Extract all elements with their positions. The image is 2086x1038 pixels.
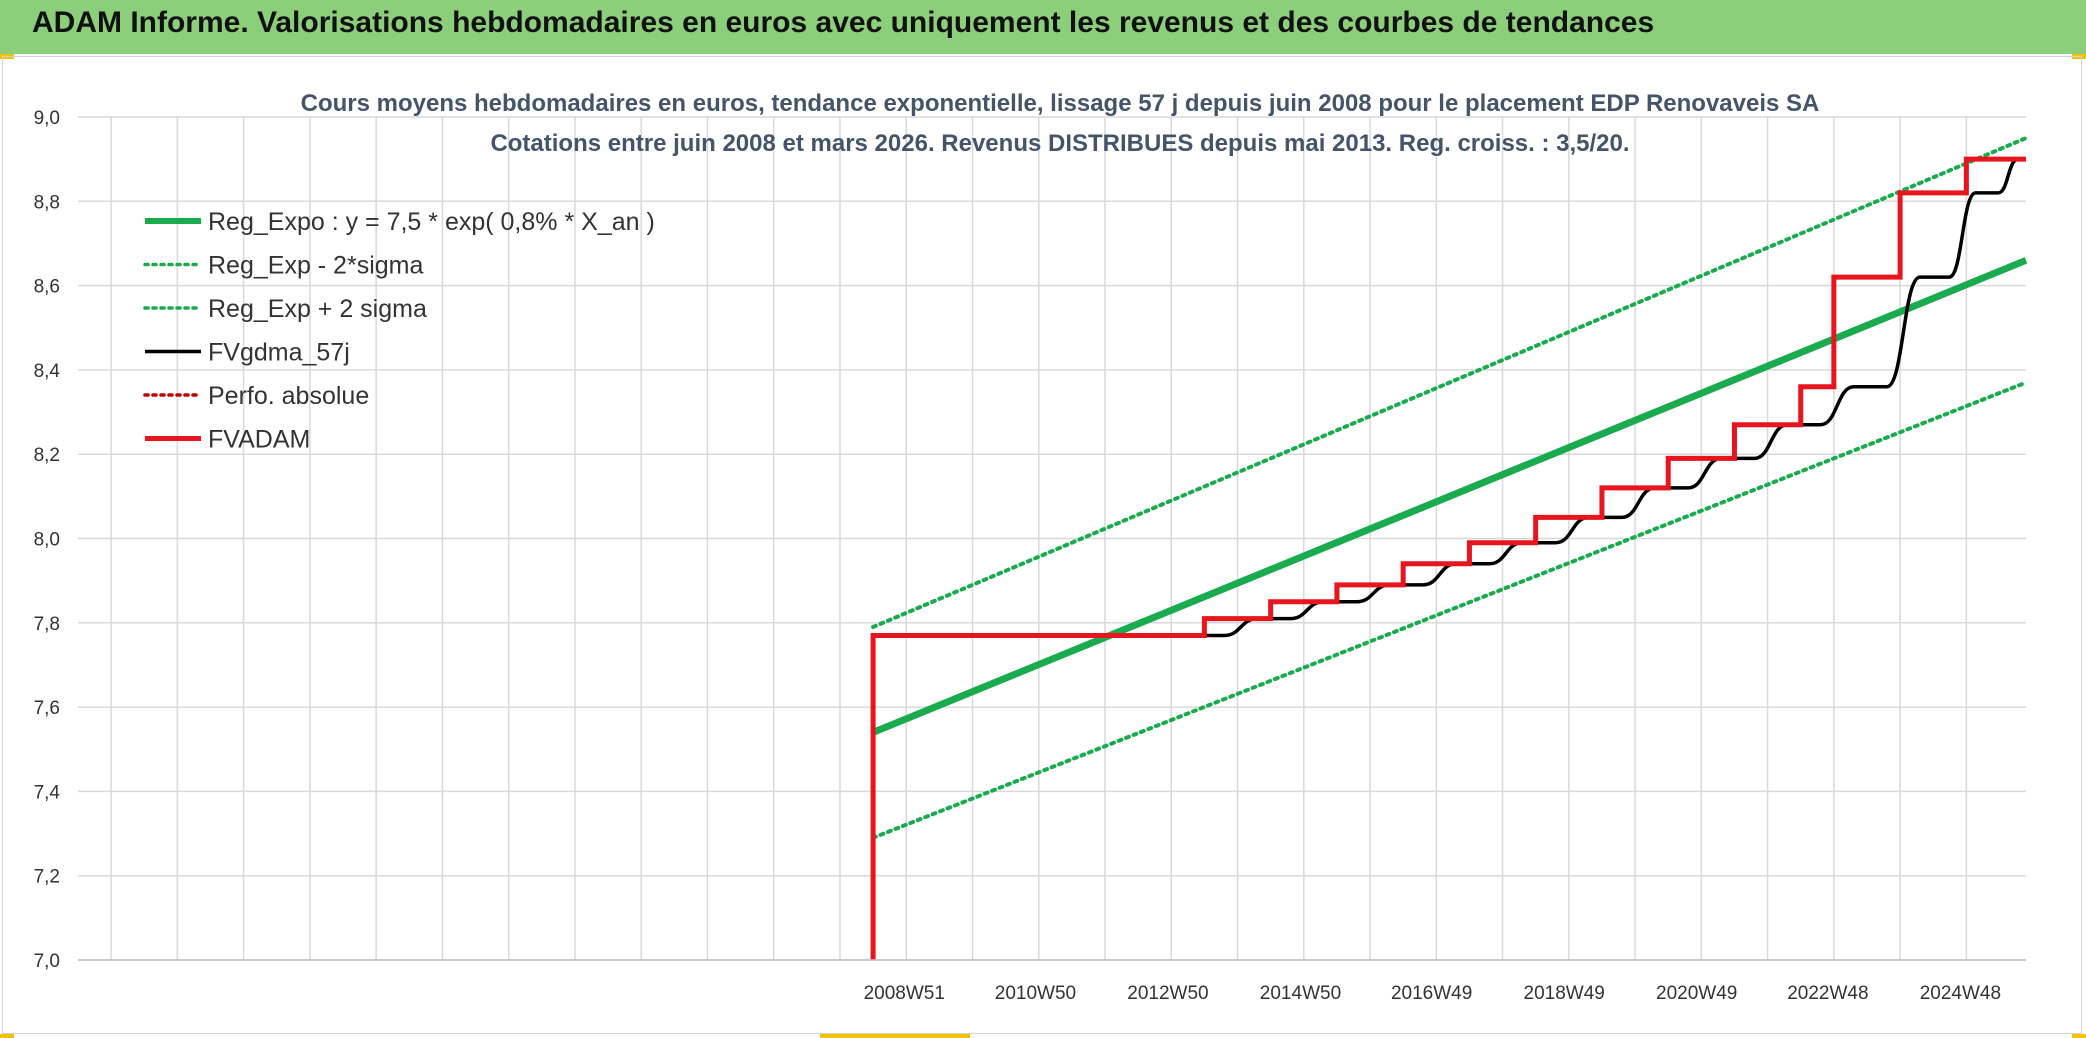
y-tick-label: 8,6	[34, 277, 60, 298]
legend-label: Reg_Expo : y = 7,5 * exp( 0,8% * X_an )	[208, 208, 655, 236]
x-tick-label: 2012W50	[1127, 983, 1208, 1004]
x-tick-label: 2008W51	[864, 983, 945, 1004]
y-tick-label: 7,8	[34, 614, 60, 635]
chart-frame	[2, 56, 2082, 1034]
legend-label: Reg_Exp - 2*sigma	[208, 252, 423, 280]
y-tick-label: 8,0	[34, 530, 60, 551]
y-tick-label: 8,8	[34, 192, 60, 213]
legend-label: Perfo. absolue	[208, 382, 369, 410]
x-tick-label: 2010W50	[995, 983, 1076, 1004]
series-layer	[870, 136, 2028, 960]
series-line-2	[871, 136, 2028, 630]
legend-label: FVgdma_57j	[208, 339, 350, 367]
y-tick-label: 7,4	[34, 782, 61, 803]
legend: Reg_Expo : y = 7,5 * exp( 0,8% * X_an ) R…	[143, 208, 655, 454]
y-tick-label: 9,0	[34, 108, 60, 129]
y-tick-label: 7,6	[34, 698, 60, 719]
series-line-0	[871, 257, 2028, 736]
y-tick-label: 8,2	[34, 445, 60, 466]
x-tick-label: 2018W49	[1524, 983, 1605, 1004]
bottom-accent	[820, 1034, 970, 1038]
x-tick-label: 2024W48	[1920, 983, 2001, 1004]
chart-title-line: Cours moyens hebdomadaires en euros, ten…	[301, 90, 1820, 117]
report-title: ADAM Informe. Valorisations hebdomadaire…	[32, 6, 1655, 39]
corner-accent-bottom-right	[2072, 1034, 2086, 1038]
chart-title-line: Cotations entre juin 2008 et mars 2026. …	[490, 130, 1629, 157]
legend-label: FVADAM	[208, 426, 310, 454]
corner-accent-bottom-left	[0, 1034, 14, 1038]
series-line-5	[870, 156, 2026, 960]
x-tick-label: 2014W50	[1260, 983, 1341, 1004]
y-tick-label: 8,4	[34, 361, 61, 382]
chart-title: Cours moyens hebdomadaires en euros, ten…	[301, 90, 1820, 157]
y-tick-label: 7,2	[34, 867, 60, 888]
series-line-1	[871, 380, 2028, 840]
report-banner: ADAM Informe. Valorisations hebdomadaire…	[0, 0, 2086, 54]
x-tick-label: 2020W49	[1656, 983, 1737, 1004]
x-tick-label: 2022W48	[1787, 983, 1868, 1004]
axis-layer: 7,0 7,2 7,4 7,6 7,8 8,0 8,2 8,4 8,6 8,8 9,0 2008W51…	[34, 108, 2026, 1004]
legend-label: Reg_Exp + 2 sigma	[208, 295, 427, 323]
x-tick-label: 2016W49	[1391, 983, 1472, 1004]
y-tick-label: 7,0	[34, 951, 60, 972]
grid-layer	[78, 116, 2026, 961]
